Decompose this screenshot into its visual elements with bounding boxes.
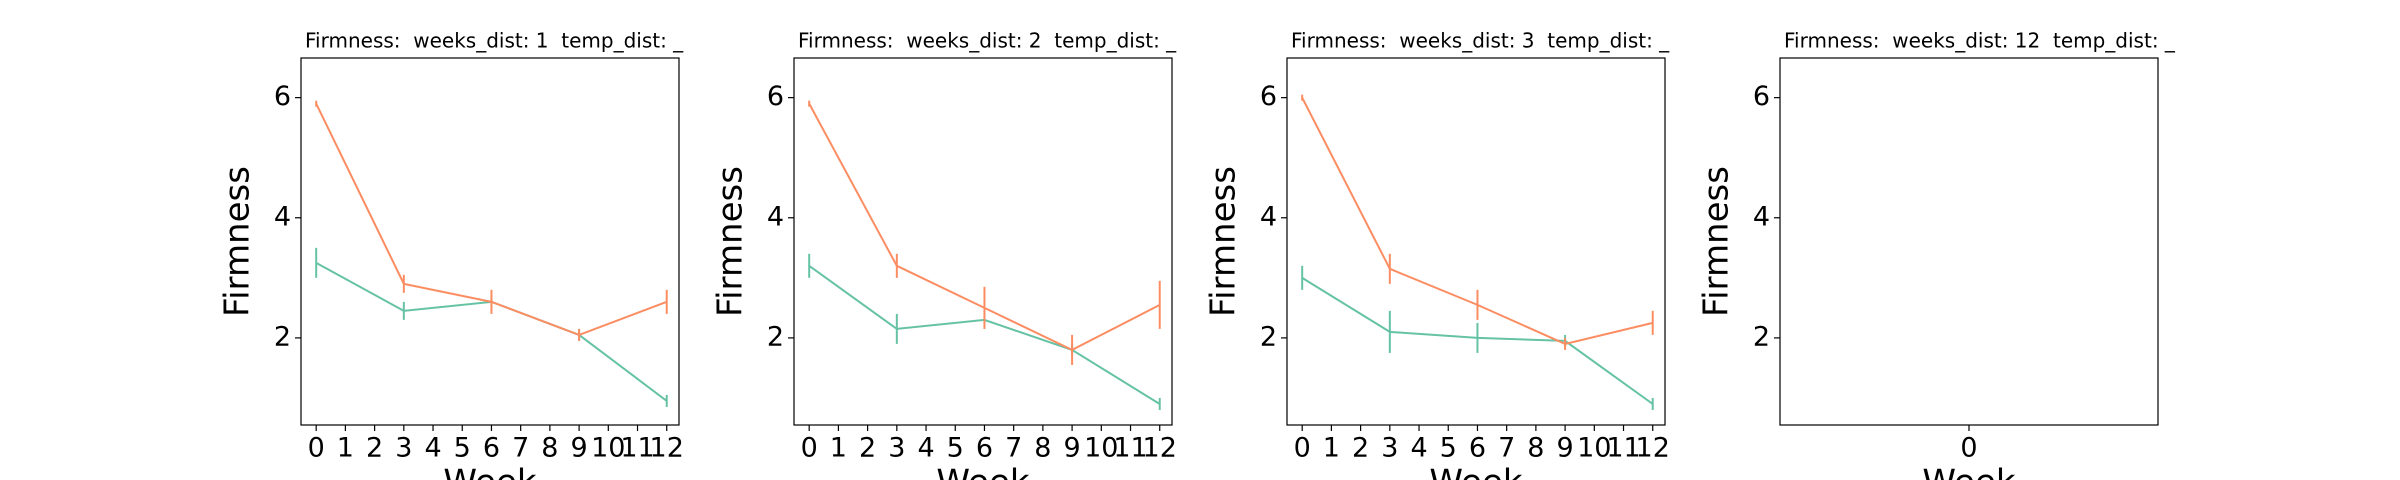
x-tick-label: 1 xyxy=(1323,433,1340,464)
x-tick-label: 0 xyxy=(801,433,818,464)
x-axis-label: Week xyxy=(1922,463,2015,480)
y-tick-label: 6 xyxy=(1260,81,1277,112)
x-tick-label: 6 xyxy=(1469,433,1486,464)
x-axis-label: Week xyxy=(1429,463,1522,480)
x-tick-label: 9 xyxy=(571,433,588,464)
axes-frame xyxy=(300,57,680,426)
x-tick-label: 10 xyxy=(591,433,625,464)
y-tick-label: 4 xyxy=(767,201,784,232)
x-axis-label: Week xyxy=(936,463,1029,480)
y-tick-label: 4 xyxy=(1260,201,1277,232)
axes-frame xyxy=(793,57,1173,426)
x-tick-label: 5 xyxy=(947,433,964,464)
subplot-title: Firmness: weeks_dist: 3 temp_dist: _ xyxy=(1291,29,1670,53)
y-axis-label: Firmness xyxy=(711,166,751,317)
y-axis-label: Firmness xyxy=(1697,166,1737,317)
x-tick-label: 9 xyxy=(1064,433,1081,464)
subplot-title: Firmness: weeks_dist: 2 temp_dist: _ xyxy=(798,29,1177,53)
y-axis-label: Firmness xyxy=(218,166,258,317)
subplot-title: Firmness: weeks_dist: 1 temp_dist: _ xyxy=(305,29,684,53)
y-tick-label: 4 xyxy=(1753,201,1770,232)
x-tick-label: 3 xyxy=(888,433,905,464)
x-tick-label: 2 xyxy=(859,433,876,464)
x-tick-label: 0 xyxy=(308,433,325,464)
x-tick-label: 0 xyxy=(1960,433,1977,464)
x-tick-label: 11 xyxy=(620,433,654,464)
x-tick-label: 10 xyxy=(1577,433,1611,464)
y-tick-label: 6 xyxy=(767,81,784,112)
y-tick-label: 2 xyxy=(1260,321,1277,352)
x-tick-label: 6 xyxy=(976,433,993,464)
x-tick-label: 2 xyxy=(1352,433,1369,464)
x-tick-label: 12 xyxy=(1143,433,1177,464)
x-tick-label: 4 xyxy=(917,433,934,464)
x-tick-label: 1 xyxy=(337,433,354,464)
x-tick-label: 8 xyxy=(1527,433,1544,464)
y-tick-label: 4 xyxy=(274,201,291,232)
axes-frame xyxy=(1286,57,1666,426)
x-tick-label: 5 xyxy=(1440,433,1457,464)
x-tick-label: 5 xyxy=(454,433,471,464)
x-axis-label: Week xyxy=(443,463,536,480)
x-tick-label: 4 xyxy=(1410,433,1427,464)
x-tick-label: 2 xyxy=(366,433,383,464)
x-tick-label: 6 xyxy=(483,433,500,464)
x-tick-label: 7 xyxy=(1005,433,1022,464)
x-tick-label: 12 xyxy=(1636,433,1670,464)
x-tick-label: 1 xyxy=(830,433,847,464)
y-tick-label: 2 xyxy=(1753,321,1770,352)
series-line xyxy=(315,261,668,402)
y-tick-label: 2 xyxy=(767,321,784,352)
y-tick-label: 2 xyxy=(274,321,291,352)
x-tick-label: 3 xyxy=(395,433,412,464)
x-tick-label: 11 xyxy=(1606,433,1640,464)
x-tick-label: 4 xyxy=(424,433,441,464)
x-tick-label: 12 xyxy=(650,433,684,464)
y-tick-label: 6 xyxy=(1753,81,1770,112)
x-tick-label: 8 xyxy=(1034,433,1051,464)
x-tick-label: 9 xyxy=(1557,433,1574,464)
x-tick-label: 10 xyxy=(1084,433,1118,464)
series-line xyxy=(808,265,1161,405)
x-tick-label: 8 xyxy=(541,433,558,464)
x-tick-label: 11 xyxy=(1113,433,1147,464)
y-tick-label: 6 xyxy=(274,81,291,112)
x-tick-label: 3 xyxy=(1381,433,1398,464)
x-tick-label: 0 xyxy=(1294,433,1311,464)
subplot-title: Firmness: weeks_dist: 12 temp_dist: _ xyxy=(1784,29,2176,53)
y-axis-label: Firmness xyxy=(1204,166,1244,317)
x-tick-label: 7 xyxy=(512,433,529,464)
x-tick-label: 7 xyxy=(1498,433,1515,464)
axes-frame xyxy=(1779,57,2159,426)
